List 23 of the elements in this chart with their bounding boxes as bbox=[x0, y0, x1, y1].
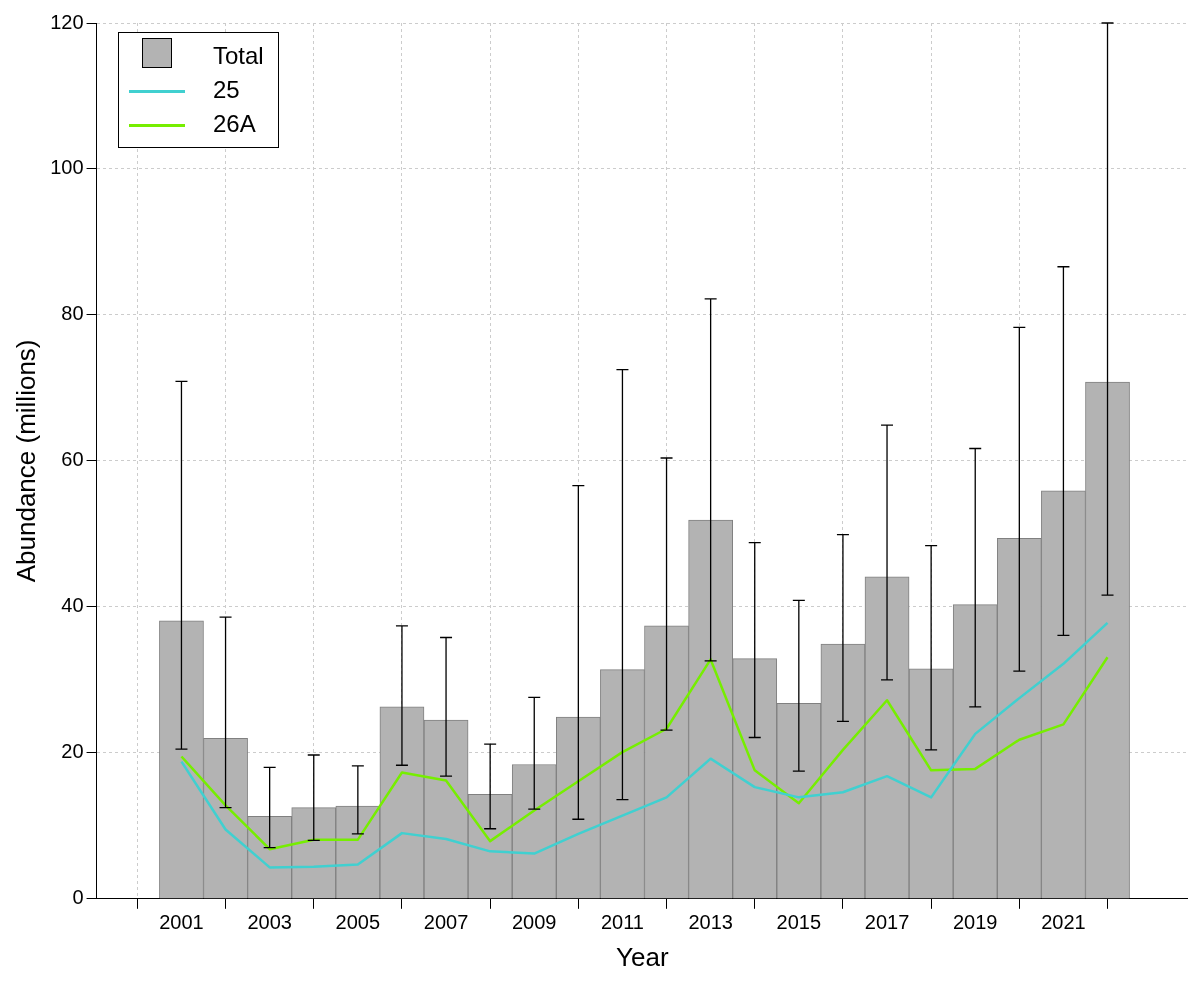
legend-label: Total bbox=[213, 42, 264, 70]
x-tick-label: 2009 bbox=[511, 911, 557, 934]
x-tick-label: 2011 bbox=[600, 911, 644, 934]
legend-label: 26A bbox=[213, 110, 256, 138]
y-tick-label: 120 bbox=[50, 10, 84, 33]
x-tick-label: 2007 bbox=[423, 911, 469, 934]
x-tick-label: 2021 bbox=[1041, 911, 1086, 934]
x-tick-label: 2005 bbox=[335, 911, 381, 934]
y-tick-label: 0 bbox=[72, 886, 84, 909]
y-tick-label: 40 bbox=[61, 594, 84, 617]
y-tick-label: 100 bbox=[50, 156, 84, 179]
x-tick-label: 2003 bbox=[247, 911, 292, 934]
legend-label: 25 bbox=[213, 76, 240, 104]
x-tick-label: 2015 bbox=[776, 911, 822, 934]
x-tick-label: 2017 bbox=[864, 911, 910, 934]
x-tick-label: 2001 bbox=[159, 911, 204, 934]
y-tick-label: 60 bbox=[61, 448, 84, 471]
x-tick-label: 2019 bbox=[952, 911, 998, 934]
x-tick-label: 2013 bbox=[688, 911, 733, 934]
y-tick-label: 80 bbox=[61, 302, 84, 325]
y-axis-title: Abundance (millions) bbox=[10, 339, 41, 583]
x-axis-title: Year bbox=[616, 941, 669, 972]
y-tick-label: 20 bbox=[61, 740, 84, 763]
